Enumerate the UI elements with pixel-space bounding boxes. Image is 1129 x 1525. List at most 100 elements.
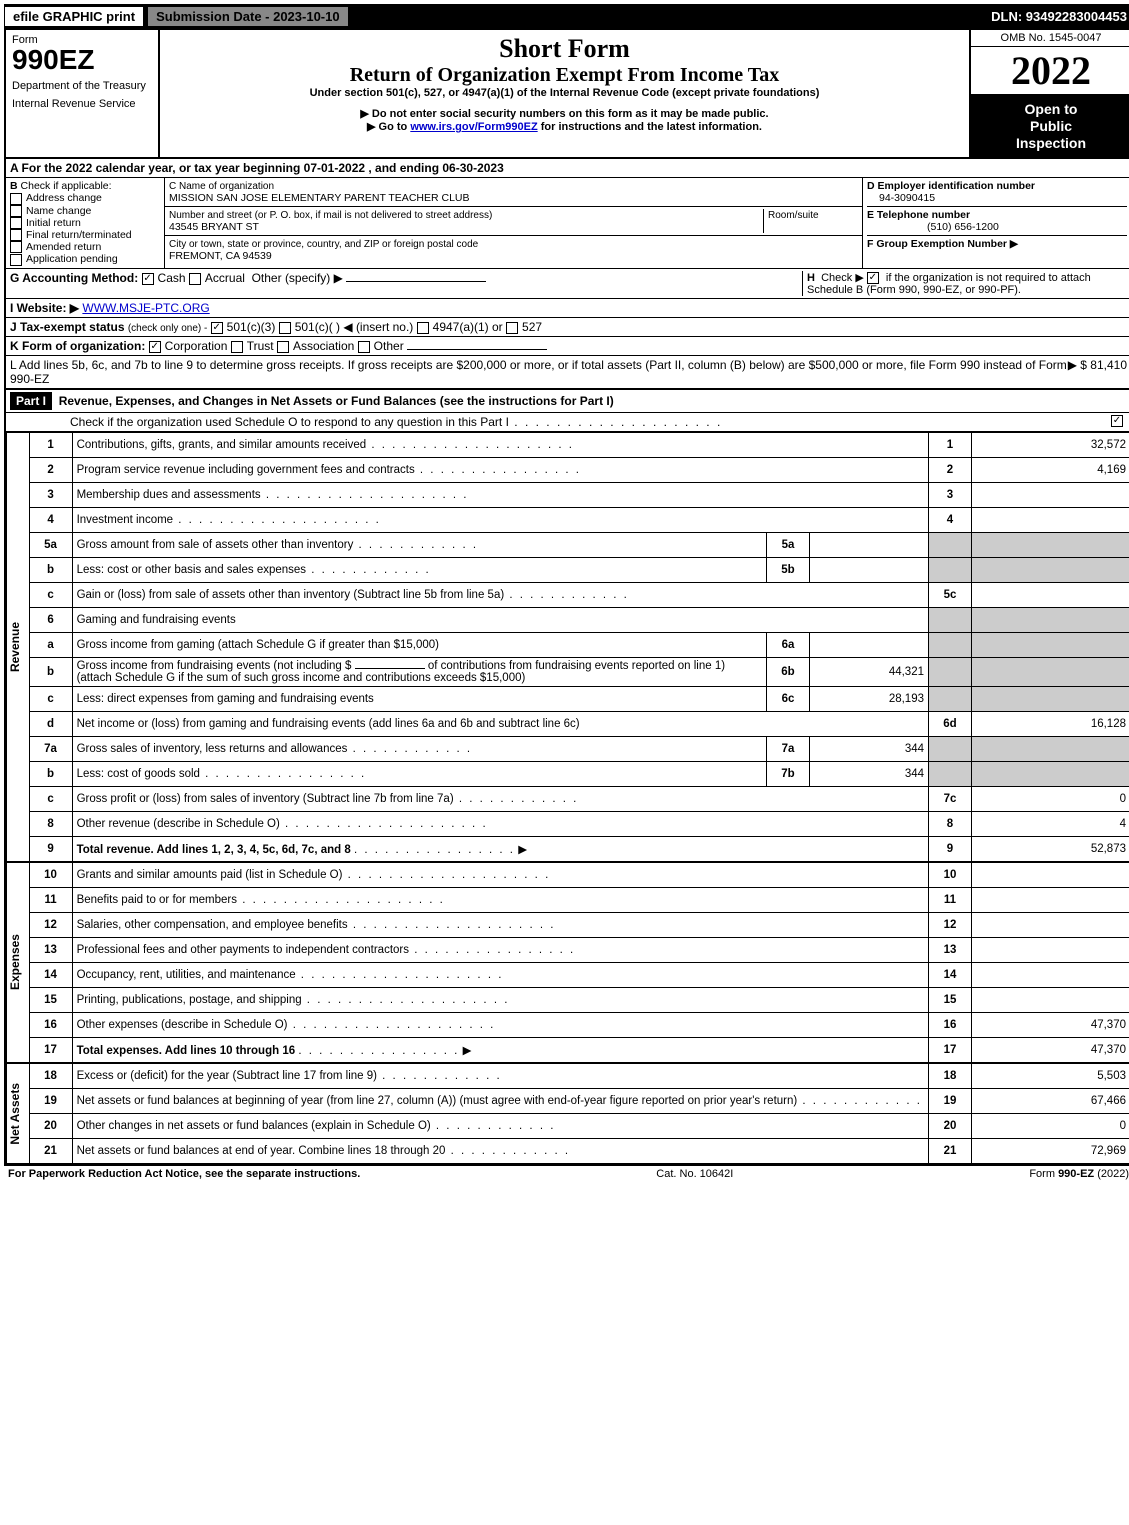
checkbox-cash[interactable] (142, 273, 154, 285)
line-13-amt (972, 937, 1129, 962)
checkbox-trust[interactable] (231, 341, 243, 353)
line-19: 19 Net assets or fund balances at beginn… (29, 1088, 1129, 1113)
line-15-rnum: 15 (929, 987, 972, 1012)
footer-right-pre: Form (1029, 1168, 1058, 1180)
line-8-num: 8 (29, 811, 72, 836)
line-7c-amt: 0 (972, 786, 1129, 811)
line-16-rnum: 16 (929, 1012, 972, 1037)
line-6b-blank[interactable] (355, 668, 425, 669)
line-16-desc: Other expenses (describe in Schedule O) (72, 1012, 928, 1037)
checkbox-amended-return[interactable] (10, 241, 22, 253)
line-21-desc: Net assets or fund balances at end of ye… (72, 1138, 928, 1163)
line-6d-desc: Net income or (loss) from gaming and fun… (72, 711, 928, 736)
open-l2: Public (1030, 118, 1072, 134)
line-17: 17 Total expenses. Add lines 10 through … (29, 1037, 1129, 1062)
row-h-check-text: Check ▶ (821, 272, 864, 284)
line-7a-amtshade (972, 736, 1129, 761)
line-5b-desc: Less: cost or other basis and sales expe… (72, 557, 766, 582)
info-grid: B Check if applicable: Address change Na… (6, 178, 1129, 268)
checkbox-other-org[interactable] (358, 341, 370, 353)
room-suite-label: Room/suite (768, 210, 819, 221)
efile-print-button[interactable]: efile GRAPHIC print (4, 6, 144, 27)
line-13: 13 Professional fees and other payments … (29, 937, 1129, 962)
line-2: 2 Program service revenue including gove… (29, 457, 1129, 482)
line-6-num: 6 (29, 607, 72, 632)
line-17-rnum: 17 (929, 1037, 972, 1062)
line-3-rnum: 3 (929, 482, 972, 507)
line-12-num: 12 (29, 912, 72, 937)
line-2-desc: Program service revenue including govern… (72, 457, 928, 482)
line-18-rnum: 18 (929, 1063, 972, 1088)
title-main: Return of Organization Exempt From Incom… (168, 64, 961, 87)
line-6c-box: 6c (767, 686, 810, 711)
line-9-desc: Total revenue. Add lines 1, 2, 3, 4, 5c,… (72, 836, 928, 861)
line-7c-num: c (29, 786, 72, 811)
irs-link[interactable]: www.irs.gov/Form990EZ (410, 121, 537, 133)
line-1-num: 1 (29, 432, 72, 457)
line-13-desc: Professional fees and other payments to … (72, 937, 928, 962)
line-5a-num: 5a (29, 532, 72, 557)
line-18-desc: Excess or (deficit) for the year (Subtra… (72, 1063, 928, 1088)
net-assets-label-col: Net Assets (6, 1063, 29, 1164)
line-7c-rnum: 7c (929, 786, 972, 811)
checkbox-application-pending[interactable] (10, 254, 22, 266)
name-of-org-label: C Name of organization (169, 181, 274, 192)
line-5b-val (810, 557, 929, 582)
omb-number: OMB No. 1545-0047 (971, 30, 1129, 47)
line-6c-rshade (929, 686, 972, 711)
website-link[interactable]: WWW.MSJE-PTC.ORG (82, 301, 209, 315)
col-b-label: B (10, 180, 18, 192)
line-1-rnum: 1 (929, 432, 972, 457)
line-6c: c Less: direct expenses from gaming and … (29, 686, 1129, 711)
website-label: I Website: ▶ (10, 301, 79, 315)
line-5b-box: 5b (767, 557, 810, 582)
line-5a: 5a Gross amount from sale of assets othe… (29, 532, 1129, 557)
line-5c-rnum: 5c (929, 582, 972, 607)
line-2-rnum: 2 (929, 457, 972, 482)
line-6a-num: a (29, 632, 72, 657)
form-header: Form 990EZ Department of the Treasury In… (6, 30, 1129, 159)
line-14-amt (972, 962, 1129, 987)
checkbox-527[interactable] (506, 322, 518, 334)
form-number: 990EZ (12, 46, 152, 74)
line-4: 4 Investment income 4 (29, 507, 1129, 532)
title-short-form: Short Form (168, 34, 961, 64)
checkbox-name-change[interactable] (10, 205, 22, 217)
line-1: 1 Contributions, gifts, grants, and simi… (29, 432, 1129, 457)
checkbox-final-return[interactable] (10, 229, 22, 241)
checkbox-association[interactable] (277, 341, 289, 353)
line-11: 11 Benefits paid to or for members 11 (29, 887, 1129, 912)
opt-corporation: Corporation (165, 339, 228, 353)
line-20-num: 20 (29, 1113, 72, 1138)
row-k: K Form of organization: Corporation Trus… (6, 337, 1129, 356)
line-9-amt: 52,873 (972, 836, 1129, 861)
checkbox-501c[interactable] (279, 322, 291, 334)
header-center: Short Form Return of Organization Exempt… (160, 30, 971, 157)
expenses-section: Expenses 10 Grants and similar amounts p… (6, 862, 1129, 1063)
street-value: 43545 BRYANT ST (169, 221, 259, 233)
net-assets-section: Net Assets 18 Excess or (deficit) for th… (6, 1063, 1129, 1164)
net-assets-vertical-label: Net Assets (8, 1079, 28, 1149)
line-2-amt: 4,169 (972, 457, 1129, 482)
checkbox-address-change[interactable] (10, 193, 22, 205)
checkbox-corporation[interactable] (149, 341, 161, 353)
line-12-rnum: 12 (929, 912, 972, 937)
checkbox-4947[interactable] (417, 322, 429, 334)
group-exemption-label: F Group Exemption Number ▶ (867, 238, 1018, 250)
line-14-desc: Occupancy, rent, utilities, and maintena… (72, 962, 928, 987)
checkbox-schedule-b[interactable] (867, 272, 879, 284)
line-3-num: 3 (29, 482, 72, 507)
row-l: L Add lines 5b, 6c, and 7b to line 9 to … (6, 356, 1129, 389)
opt-trust: Trust (247, 339, 274, 353)
line-7c: c Gross profit or (loss) from sales of i… (29, 786, 1129, 811)
checkbox-501c3[interactable] (211, 322, 223, 334)
row-i: I Website: ▶ WWW.MSJE-PTC.ORG (6, 299, 1129, 318)
other-org-input[interactable] (407, 349, 547, 350)
line-5a-box: 5a (767, 532, 810, 557)
checkbox-accrual[interactable] (189, 273, 201, 285)
checkbox-initial-return[interactable] (10, 217, 22, 229)
checkbox-schedule-o-part1[interactable] (1111, 415, 1123, 427)
top-bar: efile GRAPHIC print Submission Date - 20… (4, 4, 1129, 28)
other-specify-input[interactable] (346, 281, 486, 282)
revenue-label-col: Revenue (6, 432, 29, 862)
